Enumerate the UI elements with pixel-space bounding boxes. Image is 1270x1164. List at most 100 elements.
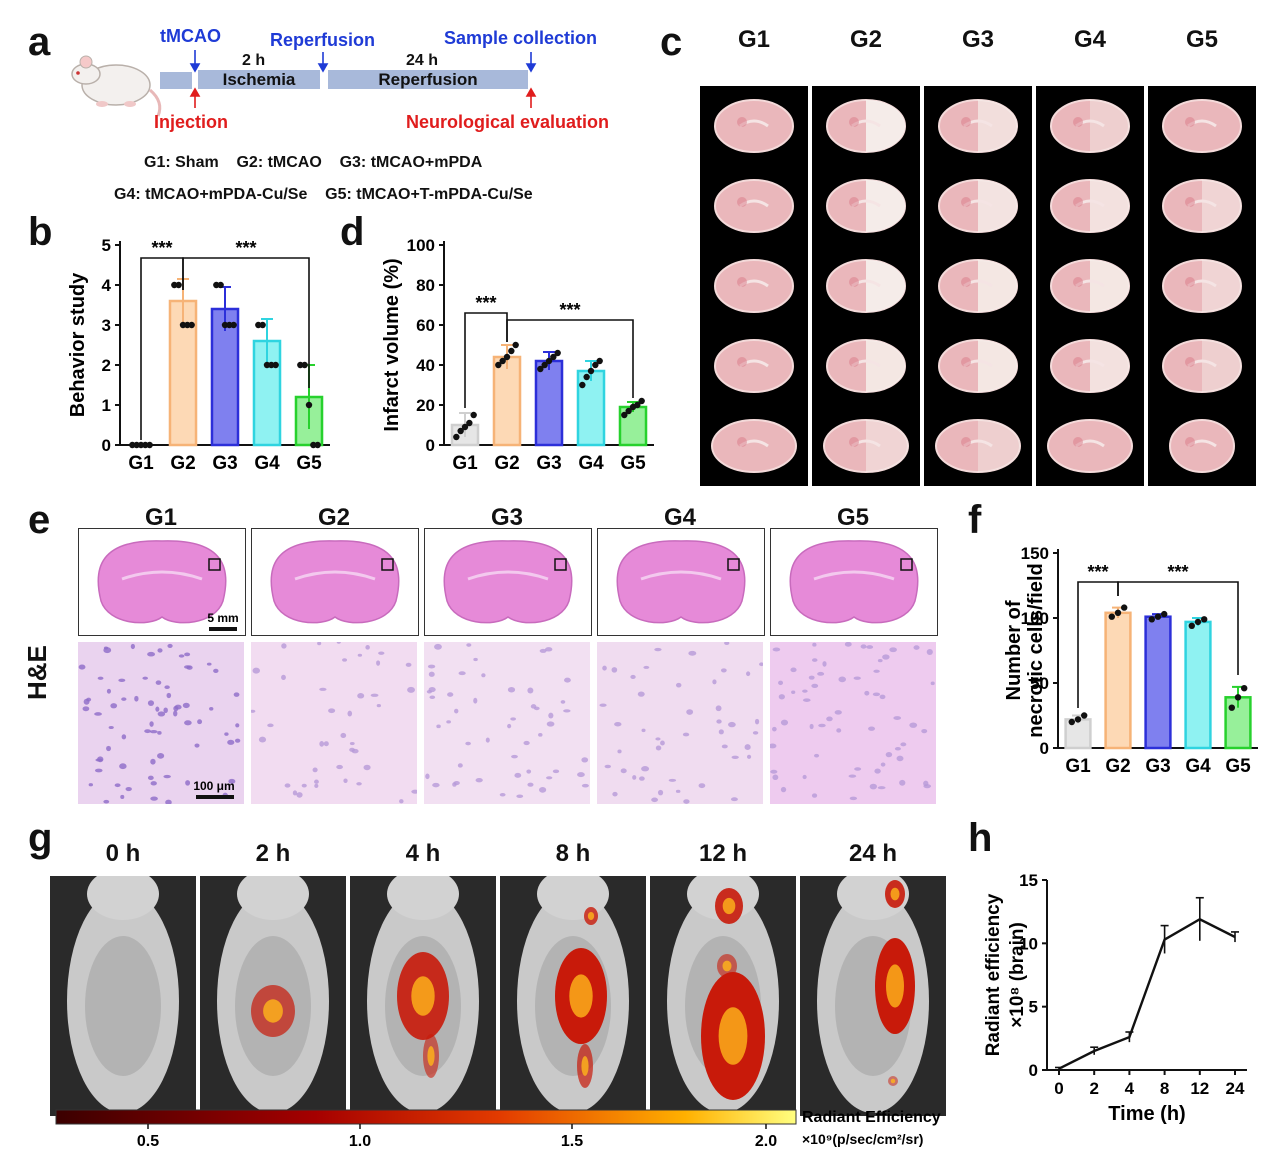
y-tick-label: 1 xyxy=(102,396,111,415)
he-nucleus xyxy=(643,665,650,669)
he-nucleus xyxy=(234,738,241,743)
he-brain-outline xyxy=(270,540,400,624)
slice-tissue xyxy=(1169,419,1235,473)
fluorescence-hotspot xyxy=(587,911,595,921)
he-nucleus xyxy=(637,691,645,697)
x-tick-label: G3 xyxy=(536,453,561,474)
he-nucleus xyxy=(407,686,415,693)
he-nucleus xyxy=(853,676,861,680)
slice-tissue xyxy=(1162,99,1242,153)
he-nucleus xyxy=(235,723,240,728)
he-nucleus xyxy=(654,647,662,652)
data-point xyxy=(146,441,153,449)
he-corpus-callosum xyxy=(467,570,549,581)
he-nucleus xyxy=(301,783,307,788)
he-nucleus xyxy=(772,647,781,652)
he-nucleus xyxy=(510,717,516,721)
he-brain-outline xyxy=(443,540,573,624)
he-nucleus xyxy=(848,774,857,778)
he-nucleus xyxy=(426,690,432,694)
he-magnified-field: 100 μm xyxy=(78,642,244,804)
he-nucleus xyxy=(720,668,727,673)
he-nucleus xyxy=(854,767,862,771)
y-axis-label: Number ofnecrotic cells/field xyxy=(1003,563,1047,738)
fluorescence-hotspot xyxy=(569,974,593,1018)
he-zoom-box xyxy=(381,558,394,571)
slice-tissue xyxy=(1047,419,1133,473)
y-tick-label: 80 xyxy=(416,276,435,295)
he-group-label: G3 xyxy=(490,504,523,531)
data-point xyxy=(175,281,182,289)
he-nucleus xyxy=(545,647,553,652)
he-nucleus xyxy=(675,789,681,793)
he-nucleus xyxy=(811,793,818,798)
he-nucleus xyxy=(894,746,901,751)
data-point xyxy=(259,321,266,329)
x-tick-label: 24 xyxy=(1226,1079,1245,1098)
y-tick-label: 50 xyxy=(1030,674,1049,693)
he-group-label: G4 xyxy=(663,504,696,531)
he-nucleus xyxy=(877,659,883,663)
he-magnified-field xyxy=(770,642,936,804)
significance-label: *** xyxy=(475,293,496,313)
he-nucleus xyxy=(836,728,842,733)
panel-b-label: b xyxy=(28,210,53,254)
neurological-evaluation-label: Neurological evaluation xyxy=(406,112,610,132)
data-point xyxy=(554,349,561,357)
he-nucleus xyxy=(436,724,441,729)
mouse-fluorescence-image xyxy=(500,876,646,1116)
he-brain-outline xyxy=(616,540,746,624)
he-nucleus xyxy=(485,737,490,743)
infarct-region xyxy=(1202,180,1241,232)
he-nucleus xyxy=(533,706,540,711)
he-nucleus xyxy=(163,774,171,779)
data-point xyxy=(230,321,237,329)
he-nucleus xyxy=(759,662,763,667)
colorbar-tick-label: 0.5 xyxy=(137,1133,159,1150)
he-nucleus xyxy=(357,653,363,657)
he-field-background xyxy=(424,642,590,804)
he-nucleus xyxy=(507,686,516,693)
he-nucleus xyxy=(715,705,722,712)
slice-tissue xyxy=(714,99,794,153)
ttc-group-label: G5 xyxy=(1185,26,1218,53)
he-nucleus xyxy=(150,758,156,765)
slice-striatum xyxy=(849,437,859,447)
x-tick-label: G3 xyxy=(1145,756,1170,777)
he-nucleus xyxy=(150,781,157,786)
he-nucleus xyxy=(718,729,724,735)
fluorescence-hotspot xyxy=(890,887,900,901)
he-nucleus xyxy=(147,700,155,706)
ttc-brain-slice xyxy=(714,259,794,313)
he-nucleus xyxy=(209,706,214,711)
he-nucleus xyxy=(930,681,935,686)
he-nucleus xyxy=(728,721,736,728)
he-nucleus xyxy=(144,729,151,734)
slice-striatum xyxy=(737,117,747,127)
infarct-region xyxy=(1202,340,1241,392)
colorbar: 0.5 1.0 1.5 2.0 Radiant Efficiency ×10⁹(p/sec… xyxy=(55,1109,941,1150)
he-nucleus xyxy=(349,747,355,752)
he-brain-outline xyxy=(97,540,227,624)
infarct-region xyxy=(866,180,905,232)
he-nucleus xyxy=(817,671,825,676)
he-nucleus xyxy=(446,720,451,724)
he-nucleus xyxy=(802,689,808,693)
he-nucleus xyxy=(473,697,478,704)
he-nucleus xyxy=(539,648,547,653)
data-point xyxy=(1074,716,1082,723)
he-nucleus xyxy=(655,745,662,751)
ttc-group-label: G1 xyxy=(737,26,770,53)
he-nucleus xyxy=(599,703,607,707)
he-nucleus xyxy=(866,645,874,649)
data-point xyxy=(579,381,586,389)
he-zoom-box xyxy=(208,558,221,571)
he-nucleus xyxy=(119,763,127,770)
data-point xyxy=(217,281,224,289)
sample-collection-label: Sample collection xyxy=(444,28,598,48)
series-line xyxy=(1058,917,1236,1070)
x-tick-label: G5 xyxy=(620,453,646,474)
he-nucleus xyxy=(814,753,820,758)
he-nucleus xyxy=(868,726,876,731)
y-tick-label: 0 xyxy=(426,436,435,455)
